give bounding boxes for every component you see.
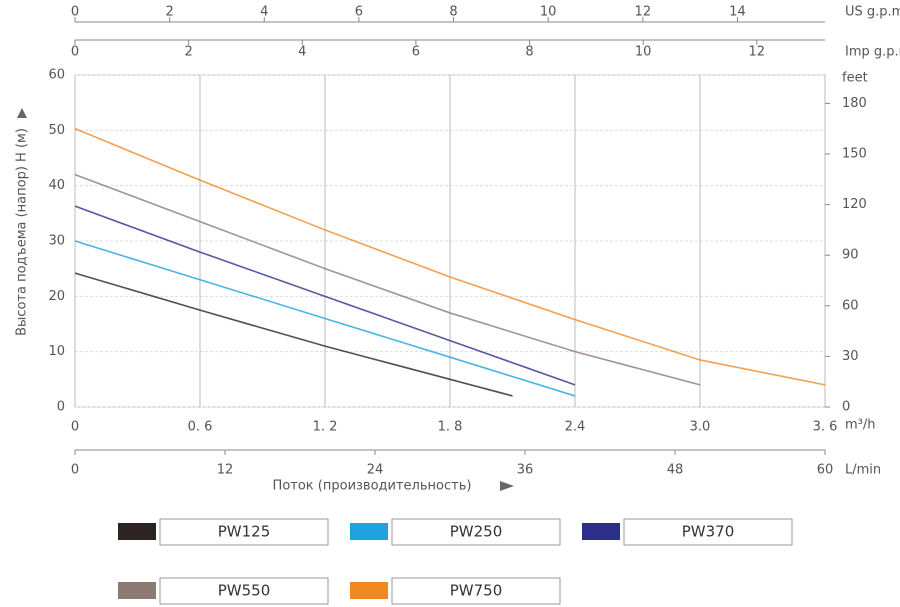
x-tick-label: 3.0 [690, 420, 711, 435]
axis-tick-label: 10 [635, 45, 652, 60]
axis-unit: L/min [845, 463, 881, 478]
y-tick-label: 20 [48, 289, 65, 304]
legend-label: PW550 [218, 582, 271, 600]
legend-box [391, 577, 561, 605]
y-tick-label: 0 [57, 400, 65, 415]
legend-label: PW125 [218, 523, 271, 541]
y-tick-label: 30 [48, 234, 65, 249]
axis-tick-label: 48 [667, 463, 684, 478]
legend-box [159, 577, 329, 605]
axis-tick-label: 12 [749, 45, 766, 60]
x-axis-label: Поток (производительность) [273, 479, 472, 494]
y-tick-label: 50 [48, 123, 65, 138]
y-tick-label: 10 [48, 344, 65, 359]
axis-tick-label: 8 [449, 5, 457, 20]
legend-swatch [582, 523, 620, 540]
series-line [74, 272, 513, 397]
axis-tick-label: 0 [71, 5, 79, 20]
y2-tick-label: 60 [842, 298, 859, 313]
axis-tick-label: 2 [165, 5, 173, 20]
y-tick-label: 40 [48, 178, 65, 193]
y-tick-label: 60 [48, 68, 65, 83]
axis-tick-label: 2 [184, 45, 192, 60]
y2-tick-label: 150 [842, 147, 867, 162]
axis-tick-label: 4 [298, 45, 306, 60]
axis-tick-label: 24 [367, 463, 384, 478]
x-tick-label: 1. 8 [438, 420, 463, 435]
axis-tick-label: 36 [517, 463, 534, 478]
legend-swatch [350, 523, 388, 540]
legend-swatch [118, 523, 156, 540]
x-tick-label: 3. 6 [813, 420, 838, 435]
legend-swatch [350, 582, 388, 599]
y2-tick-label: 180 [842, 96, 867, 111]
axis-tick-label: 8 [525, 45, 533, 60]
series-line [74, 240, 576, 397]
y2-unit: feet [842, 71, 868, 86]
y-arrow [17, 108, 27, 118]
y2-tick-label: 90 [842, 248, 859, 263]
series-line [74, 127, 826, 386]
legend-label: PW250 [450, 523, 503, 541]
x-tick-label: 0 [71, 420, 79, 435]
axis-tick-label: 14 [729, 5, 746, 20]
x-tick-label: 1. 2 [313, 420, 338, 435]
series-line [74, 205, 576, 386]
axis-tick-label: 4 [260, 5, 268, 20]
axis-tick-label: 12 [217, 463, 234, 478]
legend-box [391, 518, 561, 546]
x-unit: m³/h [845, 418, 876, 433]
y2-tick-label: 120 [842, 197, 867, 212]
legend-swatch [118, 582, 156, 599]
axis-tick-label: 6 [355, 5, 363, 20]
y-axis-label: Высота подъема (напор) Н (м) [15, 128, 30, 336]
x-tick-label: 2.4 [565, 420, 586, 435]
legend-box [623, 518, 793, 546]
x-tick-label: 0. 6 [188, 420, 213, 435]
axis-unit: Imp g.p.m [845, 45, 900, 60]
legend-label: PW750 [450, 582, 503, 600]
series-line [74, 173, 701, 386]
x-arrow [500, 481, 514, 491]
legend-box [159, 518, 329, 546]
axis-tick-label: 60 [817, 463, 834, 478]
axis-tick-label: 12 [635, 5, 652, 20]
axis-unit: US g.p.m [845, 5, 900, 20]
axis-tick-label: 6 [412, 45, 420, 60]
axis-tick-label: 0 [71, 463, 79, 478]
y2-tick-label: 30 [842, 349, 859, 364]
axis-tick-label: 10 [540, 5, 557, 20]
y2-tick-label: 0 [842, 400, 850, 415]
axis-tick-label: 0 [71, 45, 79, 60]
legend-label: PW370 [682, 523, 735, 541]
